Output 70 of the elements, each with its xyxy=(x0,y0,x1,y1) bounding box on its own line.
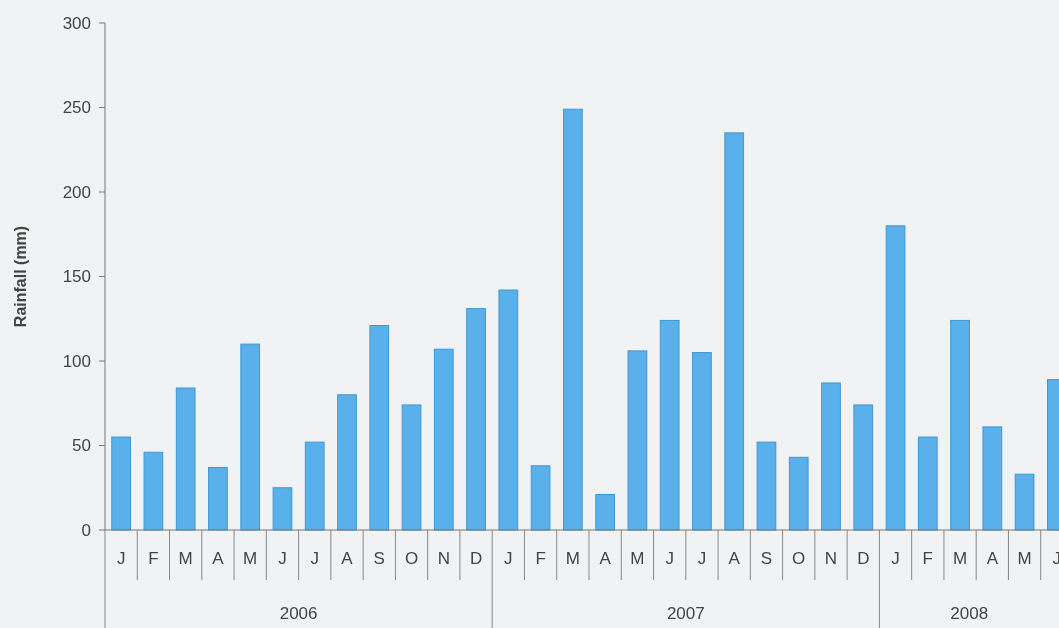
bar xyxy=(724,132,745,531)
x-tick-label: S xyxy=(760,549,773,568)
bar xyxy=(433,348,454,531)
bar xyxy=(272,487,293,531)
x-tick-label: F xyxy=(922,549,933,568)
y-tick-label: 300 xyxy=(62,13,91,33)
x-tick-label: J xyxy=(116,549,126,568)
bar xyxy=(563,108,583,531)
text: 2008 xyxy=(950,604,989,623)
bar xyxy=(853,404,874,531)
y-tick-label: 200 xyxy=(62,182,91,202)
bar xyxy=(111,436,131,531)
bar xyxy=(530,465,551,531)
bar xyxy=(175,387,196,531)
bar xyxy=(401,404,422,531)
bar xyxy=(304,441,325,531)
bar xyxy=(982,426,1003,531)
bar xyxy=(788,456,809,531)
y-tick-label: 100 xyxy=(62,351,91,371)
y-axis-title: Rainfall (mm) xyxy=(12,225,29,328)
bar xyxy=(1014,473,1035,531)
x-tick-label: N xyxy=(824,549,838,568)
x-tick-label: J xyxy=(665,549,674,568)
x-tick-label: A xyxy=(599,549,612,568)
text: 2007 xyxy=(666,604,705,623)
x-tick-label: A xyxy=(212,549,225,568)
x-tick-label: A xyxy=(986,549,999,568)
x-tick-label: O xyxy=(792,549,806,568)
y-tick-label: 50 xyxy=(72,436,91,456)
bar xyxy=(208,466,228,531)
x-tick-label: M xyxy=(565,549,580,568)
x-tick-label: F xyxy=(535,549,546,568)
x-tick-label: D xyxy=(857,549,870,568)
x-tick-label: N xyxy=(437,549,450,568)
x-tick-label: J xyxy=(697,549,707,568)
x-tick-label: D xyxy=(469,549,483,568)
x-tick-label: J xyxy=(278,549,287,568)
x-tick-label: M xyxy=(1017,549,1032,568)
x-tick-label: J xyxy=(310,549,319,568)
x-tick-label: O xyxy=(404,549,419,568)
bar xyxy=(659,319,680,531)
x-tick-label: A xyxy=(341,549,354,568)
bar xyxy=(756,441,777,531)
bar xyxy=(595,494,615,531)
bar xyxy=(337,394,357,531)
bar xyxy=(240,343,261,531)
x-tick-label: F xyxy=(148,549,159,568)
bar xyxy=(917,436,938,531)
x-tick-label: S xyxy=(373,549,385,568)
bar xyxy=(143,451,164,531)
bar xyxy=(692,352,712,531)
y-tick-label: 150 xyxy=(62,267,91,287)
bar xyxy=(466,308,486,531)
bar xyxy=(821,382,841,531)
bar xyxy=(950,319,970,531)
x-tick-label: J xyxy=(1052,549,1059,568)
bar xyxy=(498,289,519,531)
y-tick-label: 0 xyxy=(81,520,91,540)
bar xyxy=(369,325,390,531)
text: 2006 xyxy=(279,604,318,623)
x-tick-label: J xyxy=(891,549,900,568)
x-tick-label: M xyxy=(178,549,193,568)
y-tick-label: 250 xyxy=(62,98,91,118)
x-tick-label: M xyxy=(630,549,645,568)
x-tick-label: A xyxy=(728,549,741,568)
x-tick-label: J xyxy=(504,549,513,568)
x-tick-label: M xyxy=(243,549,258,568)
bar xyxy=(627,350,648,531)
x-tick-label: M xyxy=(952,549,968,568)
bar xyxy=(885,225,906,531)
